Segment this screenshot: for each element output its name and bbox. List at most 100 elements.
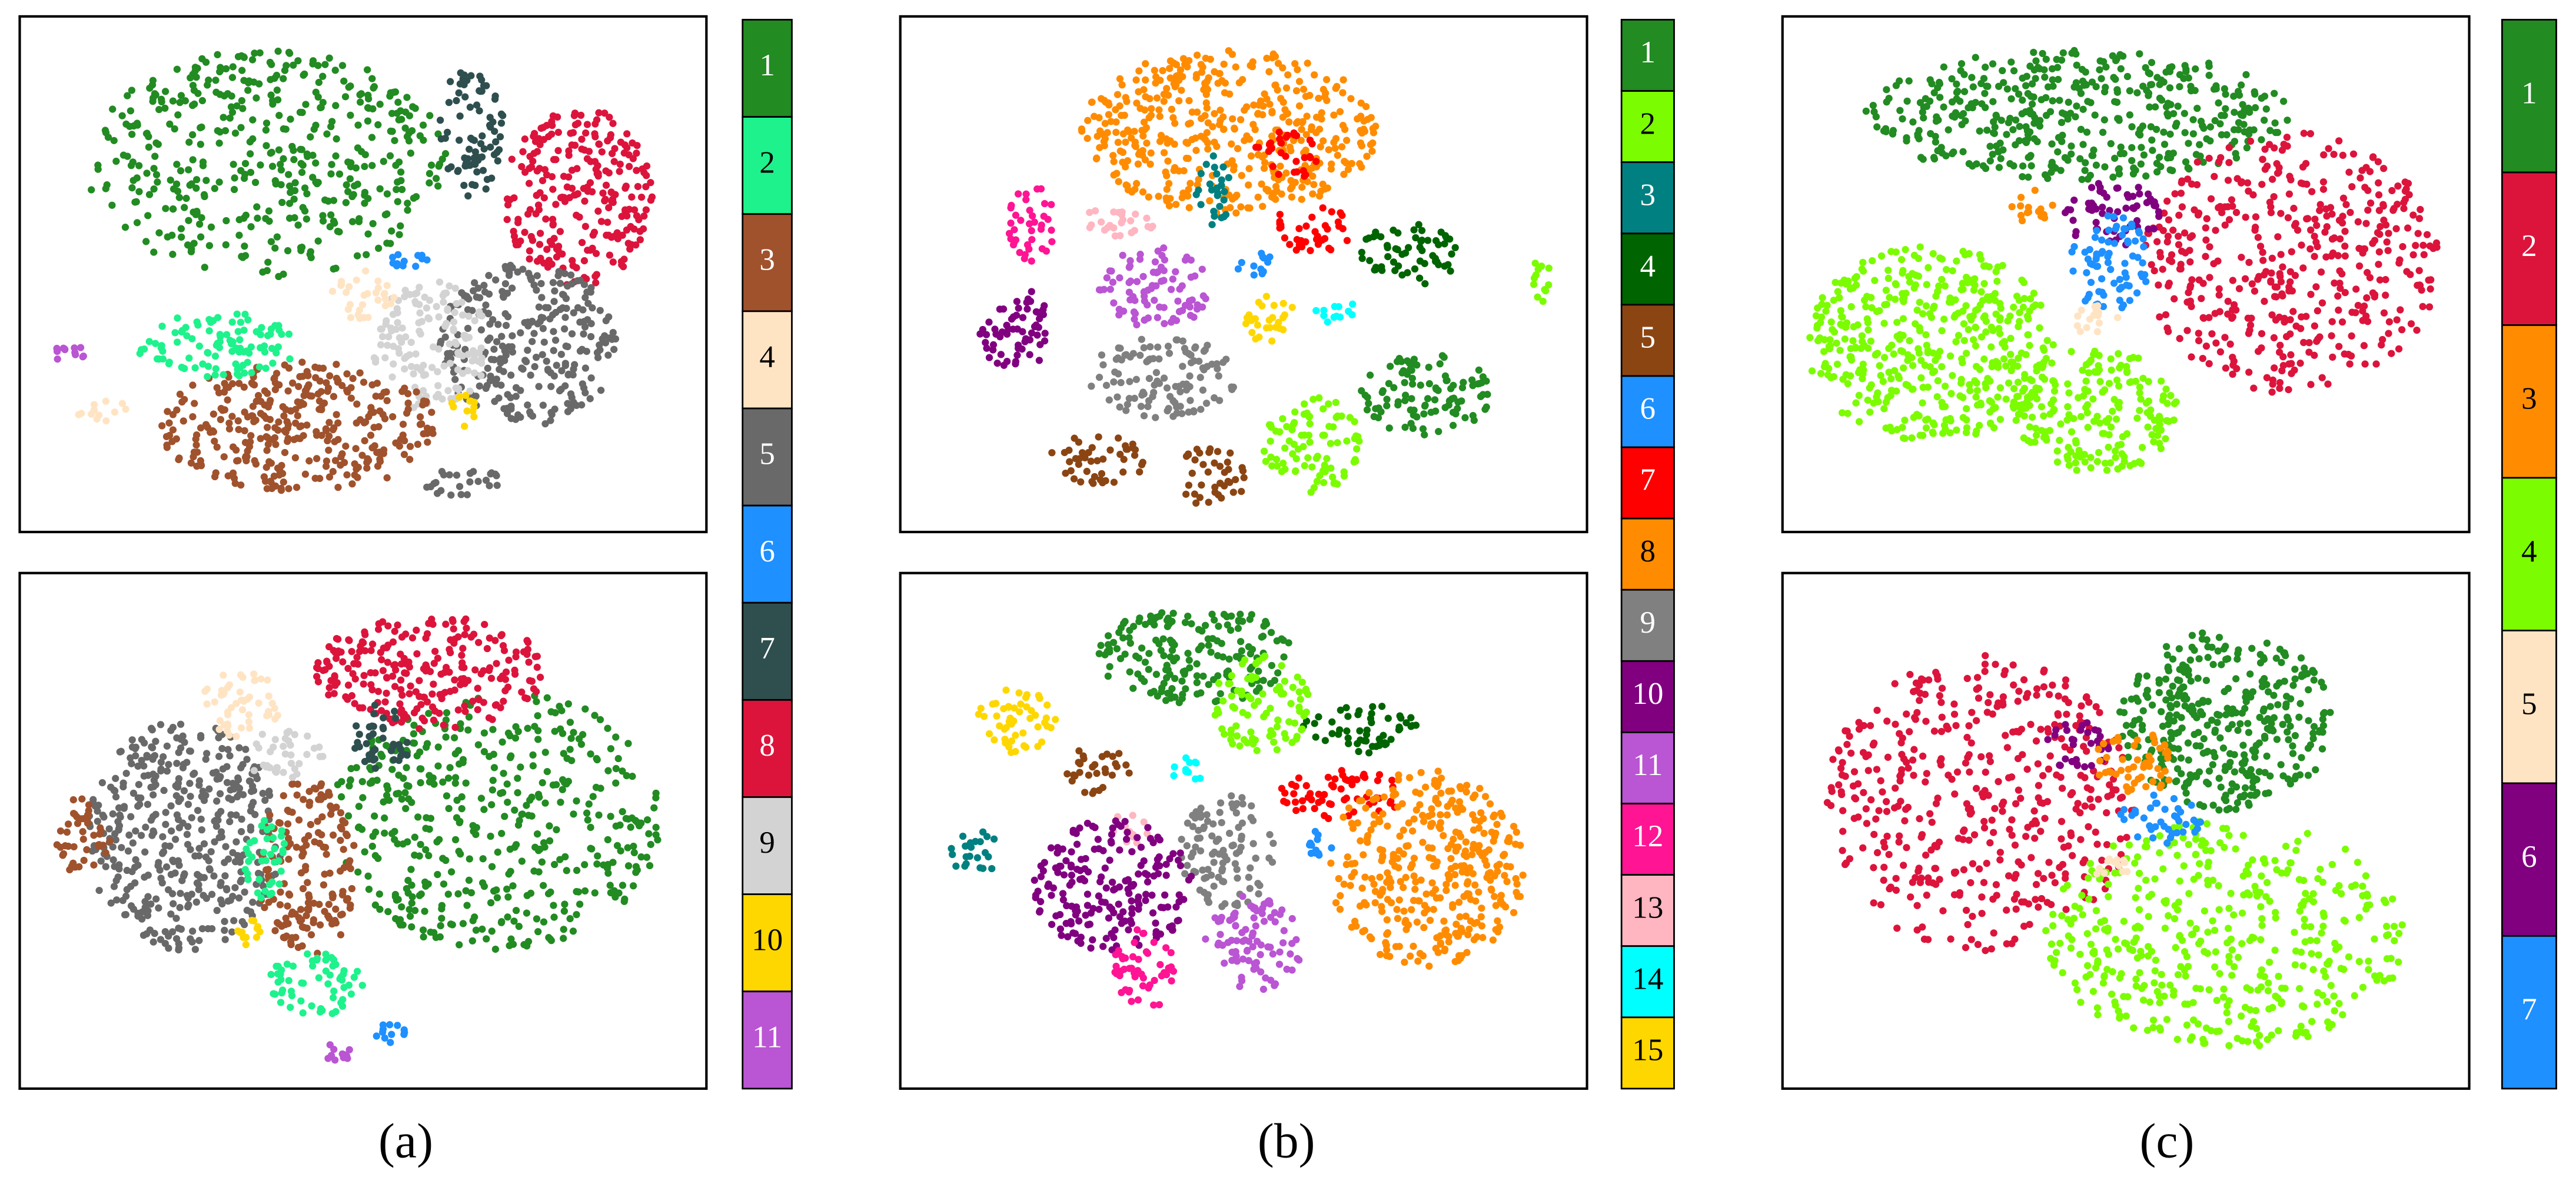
point xyxy=(1400,367,1407,375)
point xyxy=(1297,696,1304,703)
point xyxy=(1329,423,1337,431)
point xyxy=(1383,395,1391,403)
point xyxy=(188,245,195,253)
point xyxy=(1401,378,1408,387)
point xyxy=(1332,414,1340,421)
point xyxy=(630,842,637,850)
point xyxy=(381,295,390,303)
point xyxy=(1201,112,1209,119)
point xyxy=(435,162,443,170)
point xyxy=(127,882,135,890)
point xyxy=(214,127,222,135)
point xyxy=(186,181,194,189)
point xyxy=(491,92,499,100)
point xyxy=(456,112,464,120)
point xyxy=(195,852,203,860)
point xyxy=(320,881,328,889)
point xyxy=(239,760,247,769)
point xyxy=(406,443,414,450)
point xyxy=(1340,468,1348,476)
legend-label: 10 xyxy=(752,923,783,957)
point xyxy=(1331,302,1338,311)
point xyxy=(1417,381,1424,389)
point xyxy=(375,890,383,898)
point xyxy=(1405,360,1414,367)
point xyxy=(304,879,311,886)
point xyxy=(438,902,446,909)
point xyxy=(405,782,413,790)
point xyxy=(498,343,507,350)
point xyxy=(328,118,336,125)
point xyxy=(1197,169,1205,178)
point xyxy=(1186,372,1194,380)
point xyxy=(553,253,561,261)
point xyxy=(1140,344,1148,352)
point xyxy=(1033,185,1041,193)
point xyxy=(1155,106,1163,114)
point xyxy=(1240,736,1248,744)
point xyxy=(1232,63,1239,71)
point xyxy=(147,724,155,732)
point xyxy=(1274,716,1282,724)
point xyxy=(264,676,271,684)
point xyxy=(1158,684,1166,692)
point xyxy=(83,846,91,854)
point xyxy=(1342,704,1350,711)
point xyxy=(254,923,262,930)
point xyxy=(1185,97,1193,105)
point xyxy=(361,188,369,197)
point xyxy=(1218,725,1226,733)
point xyxy=(480,748,488,756)
point xyxy=(182,194,190,202)
point xyxy=(426,825,433,833)
point xyxy=(1357,99,1365,107)
point xyxy=(183,332,191,340)
point xyxy=(1116,274,1124,282)
point xyxy=(523,909,531,917)
point xyxy=(369,832,377,840)
point xyxy=(1134,160,1142,168)
point xyxy=(247,823,255,831)
point xyxy=(378,753,386,760)
point xyxy=(174,111,182,119)
point xyxy=(219,765,227,773)
point xyxy=(1343,437,1351,445)
point xyxy=(1119,307,1128,315)
point xyxy=(563,304,570,312)
point xyxy=(1226,626,1235,634)
point xyxy=(547,888,554,896)
point xyxy=(457,681,464,689)
point xyxy=(226,752,234,760)
point xyxy=(331,1056,339,1064)
point xyxy=(1119,130,1127,138)
point xyxy=(1139,132,1147,140)
point xyxy=(1279,314,1287,321)
point xyxy=(202,756,210,763)
point xyxy=(54,355,61,363)
point xyxy=(1451,244,1459,251)
point xyxy=(234,852,242,860)
point xyxy=(260,849,268,856)
point xyxy=(338,62,347,69)
point xyxy=(159,347,167,355)
point xyxy=(192,435,200,443)
point xyxy=(1167,318,1175,326)
point xyxy=(1122,407,1130,414)
point xyxy=(1215,680,1223,687)
point xyxy=(1139,272,1147,280)
point xyxy=(1164,157,1172,165)
point xyxy=(187,747,194,755)
point xyxy=(390,294,398,301)
point xyxy=(257,161,264,169)
point xyxy=(1300,712,1308,720)
point xyxy=(1145,650,1153,657)
point xyxy=(1156,303,1164,311)
point xyxy=(333,360,340,368)
point xyxy=(348,692,356,700)
point xyxy=(373,776,381,784)
point xyxy=(562,295,570,302)
point xyxy=(363,458,371,467)
point xyxy=(127,813,135,820)
point xyxy=(1185,656,1193,664)
